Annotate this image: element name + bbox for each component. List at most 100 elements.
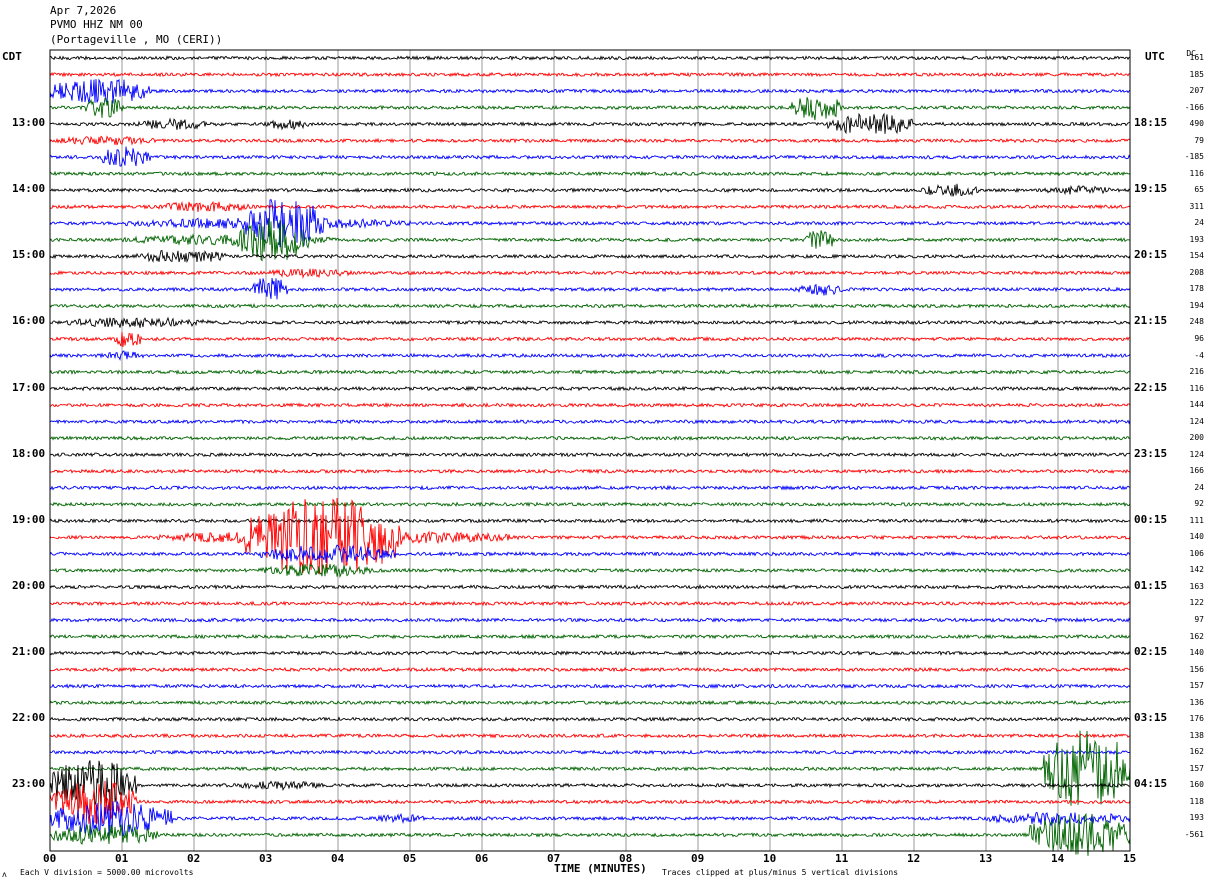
- dc-offset-label: 144: [1189, 400, 1204, 410]
- dc-offset-label: 122: [1189, 598, 1204, 608]
- trace-line: [49, 278, 1131, 300]
- x-tick-label: 05: [403, 852, 417, 865]
- dc-offset-label: 111: [1189, 515, 1204, 525]
- trace-line: [50, 617, 1131, 623]
- trace-line: [49, 780, 1131, 825]
- dc-offset-label: 160: [1189, 780, 1204, 790]
- trace-line: [49, 71, 1131, 78]
- trace-line: [49, 316, 1131, 328]
- trace-line: [49, 544, 1131, 563]
- x-tick-label: 03: [259, 852, 273, 865]
- trace-line: [49, 402, 1131, 409]
- trace-line: [49, 350, 1131, 361]
- trace-line: [49, 170, 1131, 177]
- trace-line: [49, 699, 1131, 706]
- dc-offset-label: -4: [1194, 350, 1204, 360]
- right-time-label: 19:15: [1134, 182, 1168, 196]
- dc-offset-label: 194: [1189, 300, 1204, 310]
- x-tick-label: 06: [475, 852, 489, 865]
- dc-offset-label: 157: [1189, 763, 1204, 773]
- right-time-label: 00:15: [1134, 512, 1168, 526]
- dc-offset-label: 207: [1189, 86, 1204, 96]
- trace-line: [49, 369, 1131, 376]
- dc-offset-label: 92: [1194, 499, 1204, 509]
- trace-line: [49, 749, 1130, 756]
- trace-line: [49, 112, 1130, 135]
- dc-offset-label: 490: [1189, 119, 1204, 129]
- dc-offset-label: 193: [1189, 234, 1204, 244]
- right-time-label: 02:15: [1134, 645, 1168, 659]
- header-location: (Portageville , MO (CERI)): [50, 33, 223, 46]
- dc-offset-label: 185: [1189, 69, 1204, 79]
- dc-offset-label: 116: [1189, 383, 1204, 393]
- trace-line: [50, 683, 1131, 689]
- dc-offset-label: 156: [1189, 664, 1204, 674]
- x-axis-title: TIME (MINUTES): [554, 862, 647, 875]
- dc-offset-label: 161: [1189, 53, 1204, 62]
- dc-header: DC: [1186, 49, 1196, 58]
- trace-line: [49, 730, 1131, 806]
- trace-line: [49, 716, 1131, 723]
- x-tick-label: 04: [331, 852, 345, 865]
- dc-offset-label: 166: [1189, 466, 1204, 476]
- dc-offset-label: 106: [1189, 548, 1204, 558]
- x-tick-label: 10: [763, 852, 777, 865]
- dc-offset-label: 162: [1189, 747, 1204, 757]
- trace-line: [49, 666, 1131, 673]
- x-tick-label: 13: [979, 852, 993, 865]
- trace-line: [49, 268, 1131, 280]
- left-time-label: 21:00: [12, 645, 46, 659]
- dc-offset-label: -166: [1184, 102, 1204, 112]
- dc-offset-label: 124: [1189, 416, 1204, 426]
- x-tick-label: 02: [187, 852, 201, 865]
- dc-offset-label: 97: [1194, 615, 1204, 625]
- dc-offset-label: 138: [1189, 730, 1204, 740]
- right-time-label: 03:15: [1134, 711, 1168, 725]
- right-time-label: 18:15: [1134, 116, 1168, 130]
- dc-offset-label: -185: [1184, 152, 1204, 162]
- dc-offset-label: -561: [1184, 829, 1204, 839]
- dc-offset-label: 200: [1189, 433, 1204, 443]
- trace-line: [49, 633, 1131, 640]
- right-time-label: 01:15: [1134, 578, 1168, 592]
- plot-frame: [49, 49, 1131, 852]
- trace-line: [49, 517, 1131, 524]
- left-time-label: 15:00: [12, 248, 46, 262]
- left-time-label: 22:00: [12, 711, 46, 725]
- trace-line: [49, 331, 1131, 348]
- dc-offset-label: 176: [1189, 714, 1204, 724]
- left-time-label: 23:00: [12, 777, 46, 791]
- trace-line: [49, 135, 1131, 146]
- trace-line: [49, 418, 1131, 425]
- header-station: PVMO HHZ NM 00: [50, 18, 143, 31]
- dc-offset-label: 140: [1189, 648, 1204, 658]
- corner-mark: ʌ: [2, 870, 7, 879]
- dc-offset-label: 118: [1189, 796, 1204, 806]
- trace-line: [50, 468, 1131, 475]
- trace-line: [49, 435, 1131, 442]
- dc-offset-label: 154: [1189, 251, 1204, 261]
- seismic-traces: [49, 55, 1131, 856]
- trace-line: [49, 199, 1131, 248]
- trace-line: [49, 600, 1131, 607]
- left-time-label: 14:00: [12, 182, 46, 196]
- header-date: Apr 7,2026: [50, 4, 117, 17]
- trace-line: [49, 584, 1131, 591]
- dc-offset-label: 96: [1194, 334, 1204, 343]
- dc-offset-label: 124: [1189, 449, 1204, 459]
- x-tick-label: 11: [835, 852, 849, 865]
- dc-offset-label: 178: [1189, 284, 1204, 294]
- dc-offset-label: 193: [1189, 813, 1204, 823]
- dc-offset-label: 136: [1189, 697, 1204, 707]
- right-time-label: 21:15: [1134, 314, 1168, 328]
- left-time-label: 16:00: [12, 314, 46, 328]
- dc-offset-label: 79: [1194, 135, 1204, 145]
- trace-line: [49, 813, 1131, 856]
- x-tick-label: 14: [1051, 852, 1065, 865]
- trace-line: [49, 200, 1131, 213]
- x-tick-label: 12: [907, 852, 921, 865]
- dc-offset-label: 116: [1189, 168, 1204, 178]
- x-tick-label: 15: [1123, 852, 1137, 865]
- trace-line: [49, 78, 1131, 104]
